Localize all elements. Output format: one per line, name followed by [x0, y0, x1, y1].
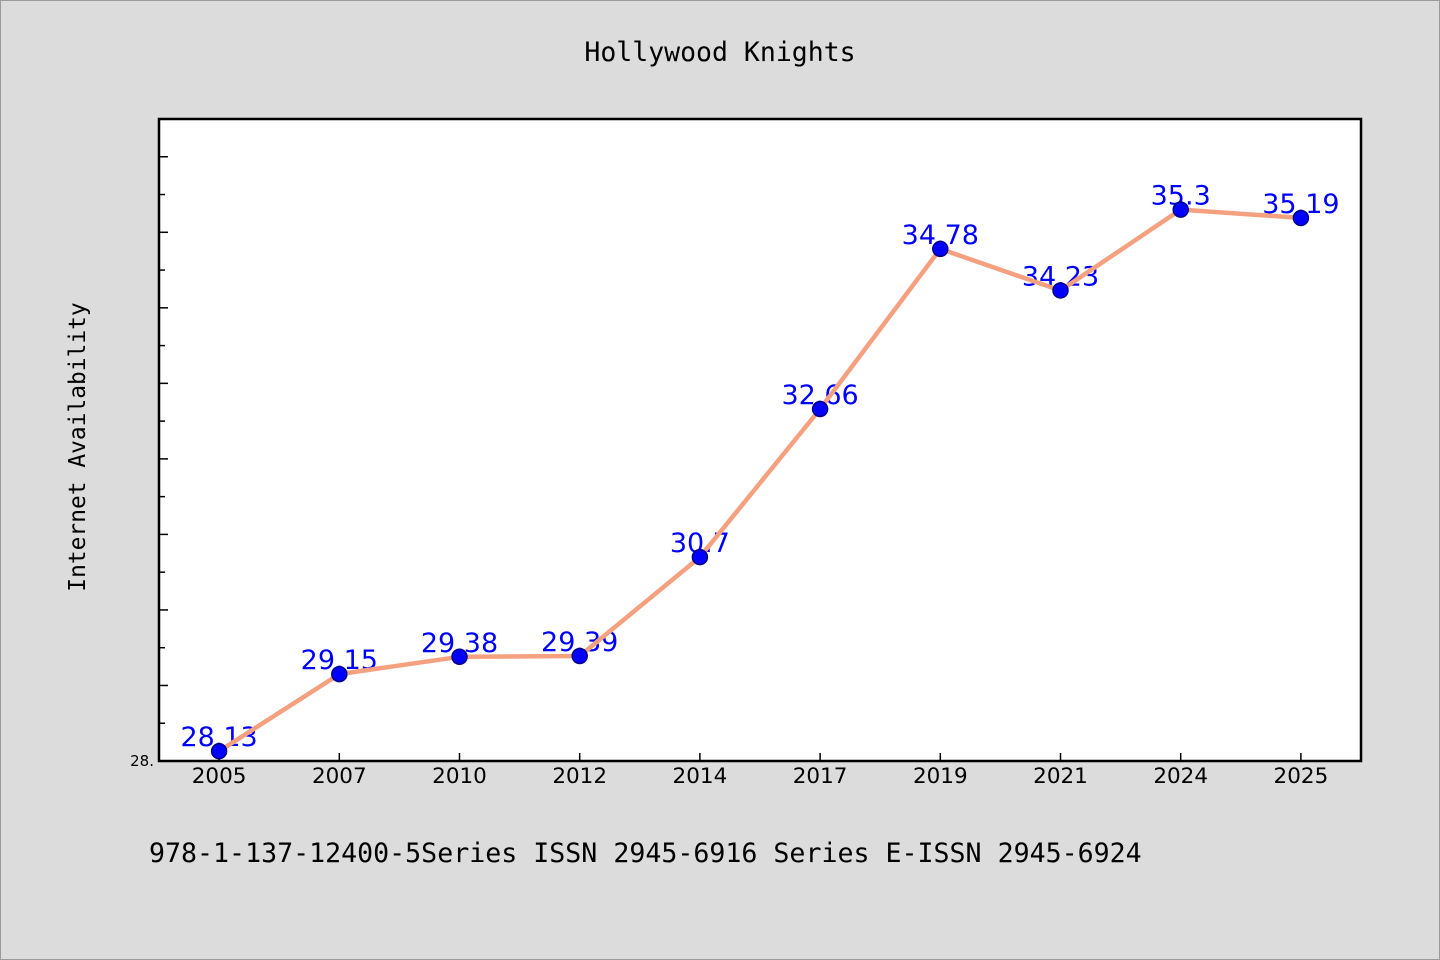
plot-area [159, 119, 1361, 761]
x-tick-label: 2019 [913, 764, 968, 789]
data-point-marker [571, 647, 588, 665]
chart-title: Hollywood Knights [584, 37, 855, 68]
data-point-marker [1292, 209, 1310, 227]
data-point-marker [210, 742, 228, 760]
data-point-marker [451, 648, 468, 666]
data-point-marker [1052, 282, 1069, 299]
series-markers [210, 201, 1310, 760]
x-tick-label: 2007 [312, 764, 367, 789]
x-tick-label: 2017 [793, 764, 848, 789]
x-tick-label: 2021 [1033, 764, 1088, 789]
x-tick-label: 2005 [192, 764, 247, 789]
x-tick-label: 2012 [552, 764, 607, 789]
x-tick-label: 2010 [432, 764, 487, 789]
x-tick-label: 2025 [1274, 764, 1329, 789]
x-tick-label: 2014 [673, 764, 728, 789]
footer-identifiers: 978-1-137-12400-5Series ISSN 2945-6916 S… [149, 838, 1142, 869]
x-axis-tick-labels: 2005 2007 2010 2012 2014 2017 2019 2021 2024 2025 [192, 764, 1329, 789]
data-point-marker [1172, 201, 1189, 218]
x-tick-label: 2024 [1153, 764, 1208, 789]
plot-border [157, 117, 1363, 763]
y-tick-label: 28. [130, 752, 154, 770]
y-axis-tick-labels: 28. [130, 752, 154, 770]
series-line [216, 207, 1304, 754]
y-axis-label: Internet Availability [65, 302, 91, 591]
data-point-marker [932, 240, 949, 258]
data-point-marker [331, 665, 348, 683]
data-point-marker [691, 548, 709, 566]
data-point-marker [811, 400, 829, 418]
